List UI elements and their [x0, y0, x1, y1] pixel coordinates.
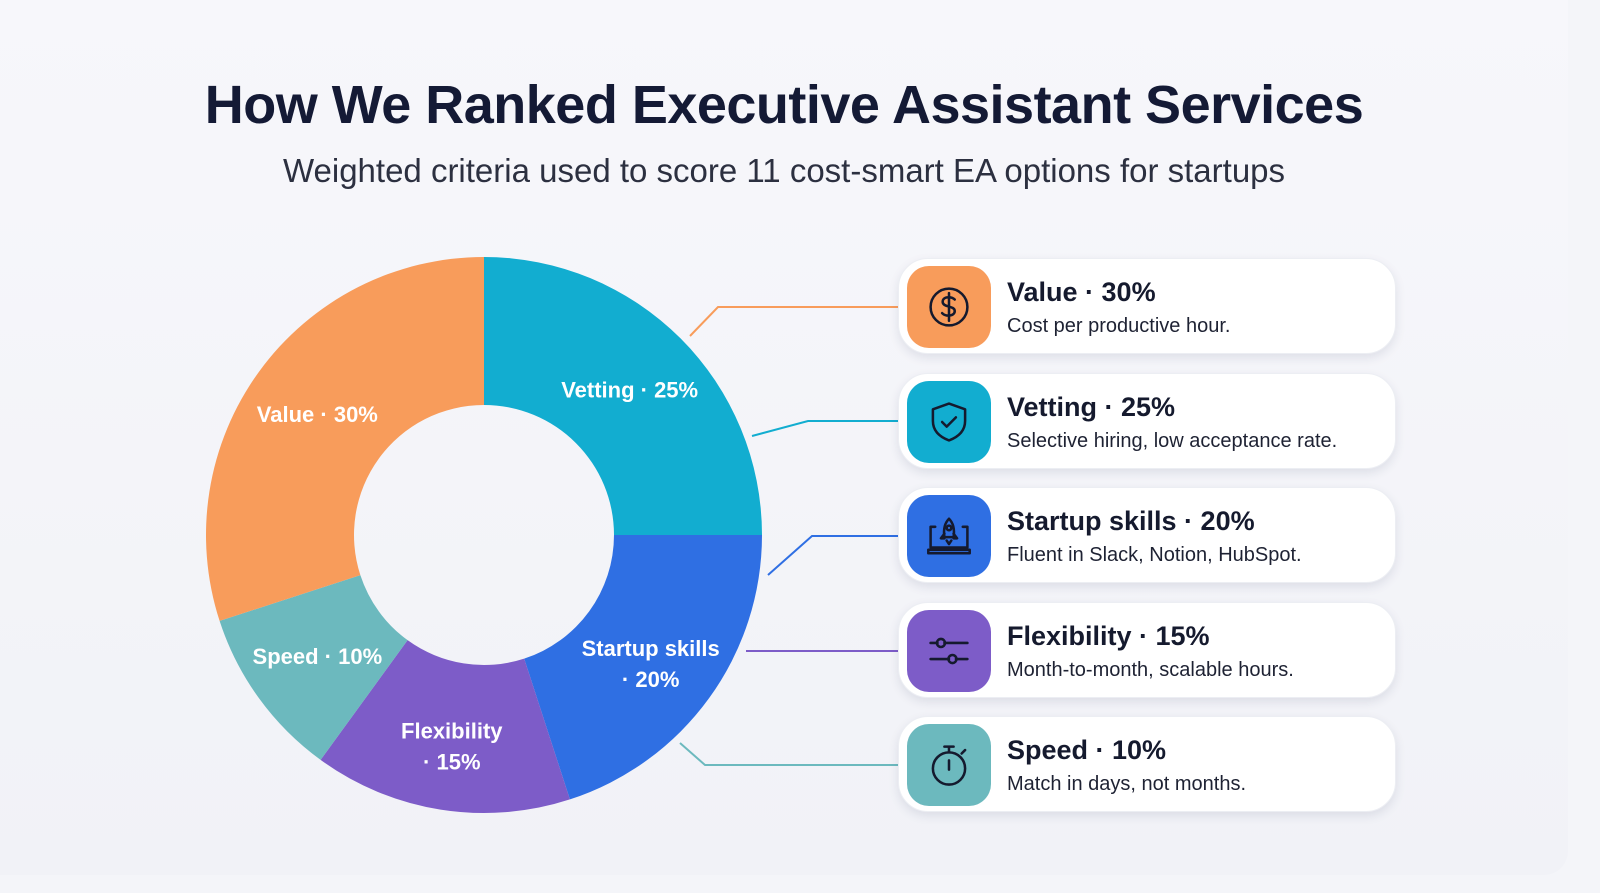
rocket-laptop-icon	[907, 495, 991, 577]
legend-title: Flexibility · 15%	[1007, 620, 1210, 651]
dollar-icon	[907, 266, 991, 348]
legend-card: Flexibility · 15% Month-to-month, scalab…	[898, 601, 1396, 698]
sliders-icon	[907, 609, 991, 692]
slice-label: Value · 30%	[257, 402, 378, 427]
slice-label: Startup skills · 20%	[582, 636, 720, 692]
stopwatch-icon	[907, 724, 991, 806]
legend-title: Startup skills · 20%	[1007, 506, 1255, 536]
legend-description: Fluent in Slack, Notion, HubSpot.	[1007, 544, 1302, 566]
connector-line	[767, 535, 898, 576]
legend-description: Cost per productive hour.	[1007, 315, 1231, 337]
shield-check-icon	[907, 380, 991, 463]
slice-startup-skills	[524, 535, 762, 800]
connector-line	[679, 742, 898, 766]
legend-description: Match in days, not months.	[1007, 773, 1247, 795]
slice-value	[205, 257, 484, 621]
legend-card: Vetting · 25% Selective hiring, low acce…	[898, 372, 1396, 469]
legend-card: Startup skills · 20% Fluent in Slack, No…	[898, 487, 1396, 583]
connector-line	[751, 420, 898, 437]
page-title: How We Ranked Executive Assistant Servic…	[204, 75, 1364, 135]
legend-description: Month-to-month, scalable hours.	[1007, 658, 1294, 681]
slice-label: Flexibility · 15%	[401, 718, 503, 774]
slice-speed	[219, 575, 408, 760]
slice-label: Speed · 10%	[253, 644, 383, 669]
page-subtitle: Weighted criteria used to score 11 cost-…	[282, 152, 1286, 189]
legend-title: Vetting · 25%	[1007, 391, 1176, 422]
legend-card: Value · 30% Cost per productive hour.	[898, 258, 1396, 354]
legend-description: Selective hiring, low acceptance rate.	[1007, 429, 1338, 452]
slice-flexibility	[320, 640, 570, 813]
legend-title: Speed · 10%	[1007, 735, 1167, 765]
slice-vetting	[484, 257, 762, 535]
legend-title: Value · 30%	[1007, 277, 1156, 307]
connector-line	[689, 306, 898, 337]
legend-card: Speed · 10% Match in days, not months.	[898, 716, 1396, 812]
slice-label: Vetting · 25%	[561, 377, 698, 402]
